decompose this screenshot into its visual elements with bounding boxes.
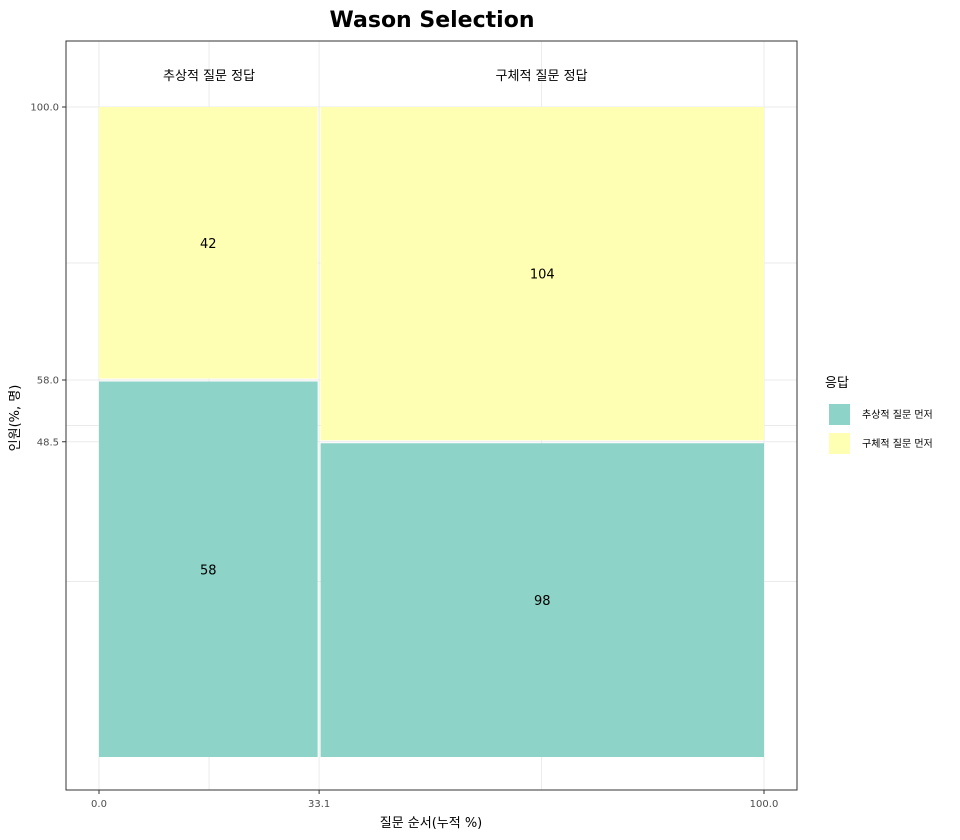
x-tick-label: 100.0 (750, 799, 779, 810)
tile-count-label: 42 (200, 237, 217, 252)
y-tick-label: 100.0 (30, 103, 59, 114)
legend-swatch (829, 433, 850, 454)
y-tick-label: 48.5 (37, 437, 59, 448)
chart-title: Wason Selection (330, 8, 535, 33)
x-tick-label: 0.0 (91, 799, 107, 810)
mosaic-tile (99, 107, 318, 379)
column-label: 추상적 질문 정답 (163, 69, 255, 84)
mosaic-tile (320, 107, 764, 441)
data-labels: 58 42 추상적 질문 정답 98 104 구체적 질문 정답 (163, 69, 588, 609)
tile-count-label: 104 (530, 268, 555, 283)
legend-swatch (829, 404, 850, 425)
mosaic-tile (99, 381, 318, 757)
x-axis-title: 질문 순서(누적 %) (380, 816, 483, 831)
legend-item-label: 추상적 질문 먼저 (862, 409, 933, 421)
mosaic-tile (320, 443, 764, 757)
panel-border (65, 40, 798, 791)
y-axis-title: 인원(%, 명) (8, 385, 23, 452)
x-tick-label: 33.1 (308, 799, 330, 810)
legend-item-label: 구체적 질문 먼저 (862, 438, 933, 450)
y-tick-label: 58.0 (37, 376, 59, 387)
legend-title: 응답 (825, 376, 849, 391)
column-label: 구체적 질문 정답 (496, 69, 588, 84)
tile-count-label: 98 (534, 594, 551, 609)
axes: 0.0 33.1 100.0 100.0 58.0 48.5 (30, 103, 778, 811)
mosaic-tiles (99, 107, 764, 757)
tile-count-label: 58 (200, 563, 217, 578)
